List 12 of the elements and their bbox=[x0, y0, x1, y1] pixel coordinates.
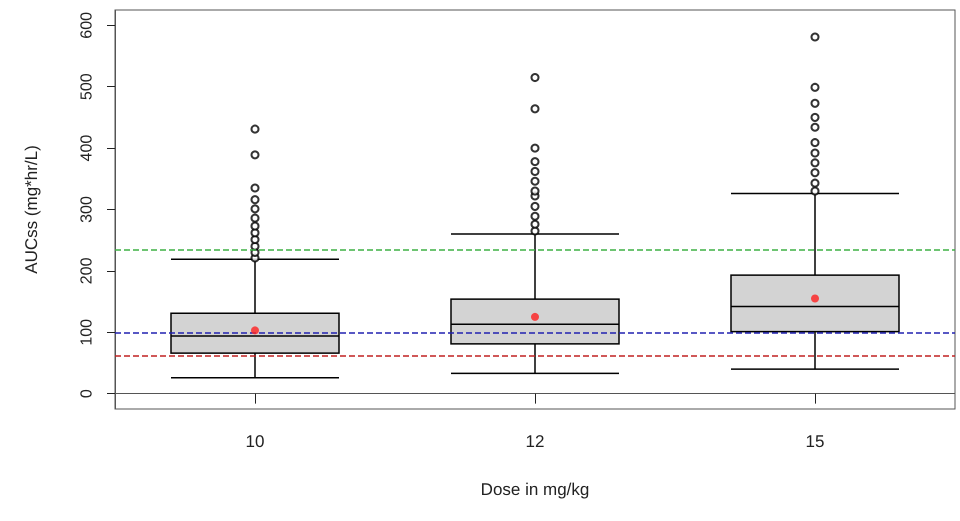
x-tick-label: 10 bbox=[246, 432, 264, 451]
y-tick-label: 600 bbox=[78, 12, 96, 39]
x-tick-label: 12 bbox=[526, 432, 544, 451]
y-tick-label: 300 bbox=[78, 196, 96, 223]
y-tick-label: 500 bbox=[78, 73, 96, 100]
x-tick-label: 15 bbox=[806, 432, 824, 451]
y-axis-title: AUCss (mg*hr/L) bbox=[22, 145, 41, 274]
x-axis-title: Dose in mg/kg bbox=[480, 480, 590, 499]
y-tick-label: 400 bbox=[78, 134, 96, 162]
y-tick-label: 100 bbox=[78, 318, 96, 346]
y-tick-label: 200 bbox=[78, 257, 96, 284]
y-tick-label: 0 bbox=[78, 389, 96, 398]
